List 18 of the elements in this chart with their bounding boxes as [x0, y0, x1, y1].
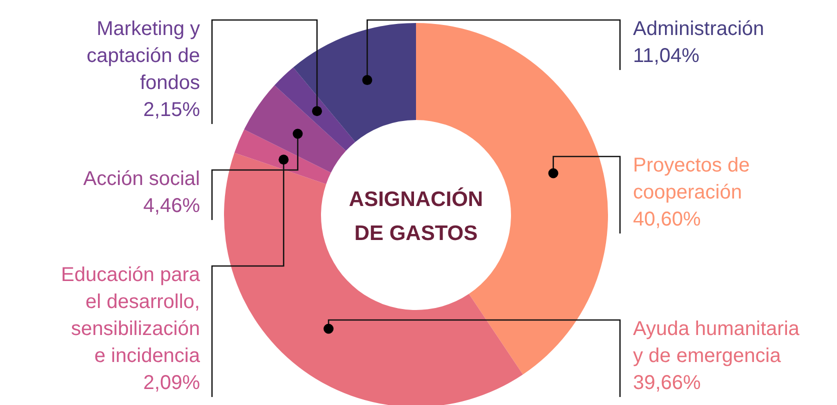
- slice-label: Marketing y captación de fondos: [86, 18, 200, 94]
- donut-slice: [224, 152, 523, 405]
- data-label: 40,60%: [633, 208, 702, 230]
- slice-label: Ayuda humanitaria y de emergencia: [633, 318, 800, 367]
- data-label: 39,66%: [633, 372, 702, 394]
- slice-label: Administración: [633, 18, 764, 40]
- slice-label: Acción social: [83, 168, 200, 190]
- data-label: 2,15%: [143, 99, 200, 121]
- slice-label: Proyectos de cooperación: [633, 154, 750, 204]
- donut-slice: [244, 85, 346, 173]
- data-label: 11,04%: [633, 45, 700, 67]
- donut-slice: [293, 23, 416, 142]
- data-label: 4,46%: [143, 195, 200, 217]
- donut-slice: [274, 67, 356, 151]
- donut-slice: [234, 129, 331, 184]
- data-label: 2,09%: [143, 372, 200, 394]
- slice-label: Educación para el desarrollo, sensibilización e incidencia: [61, 264, 201, 367]
- text: ASIGNACIÓN DE GASTOS: [348, 187, 484, 245]
